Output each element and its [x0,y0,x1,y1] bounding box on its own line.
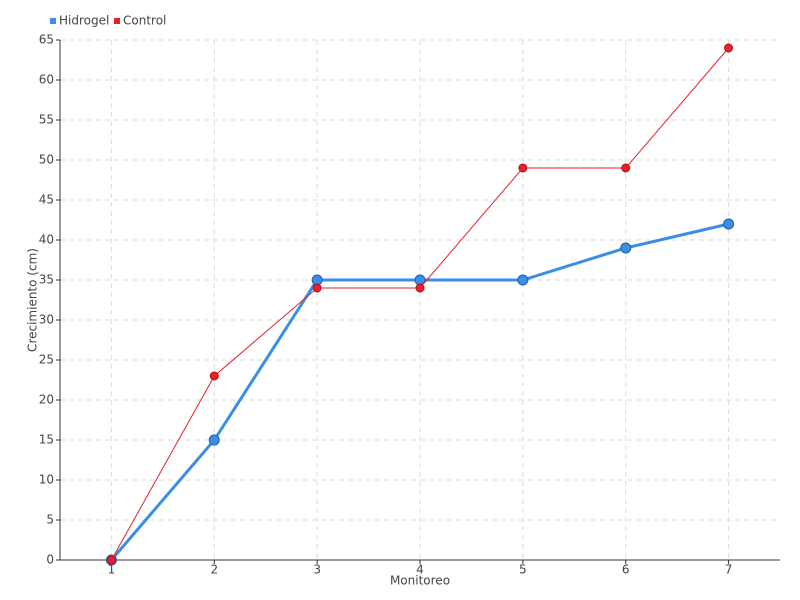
y-tick-label: 0 [46,553,54,567]
y-tick-label: 45 [39,193,54,207]
y-tick-label: 35 [39,273,54,287]
point [312,283,322,293]
x-axis-label: Monitoreo [390,574,450,588]
x-tick-label: 6 [622,563,630,577]
x-tick-label: 5 [519,563,527,577]
y-tick-label: 15 [39,433,54,447]
y-tick-label: 55 [39,113,54,127]
point [106,555,116,565]
point [723,218,735,230]
legend-label: Hidrogel [59,14,109,28]
point [621,163,631,173]
x-tick-label: 7 [725,563,733,577]
y-tick-label: 30 [39,313,54,327]
legend-swatch [50,18,56,24]
point [208,434,220,446]
point [415,283,425,293]
y-tick-label: 65 [39,33,54,47]
x-tick-label: 3 [313,563,321,577]
y-tick-label: 50 [39,153,54,167]
y-tick-label: 25 [39,353,54,367]
legend-swatch [114,18,120,24]
point [517,274,529,286]
y-tick-label: 5 [46,513,54,527]
x-tick-label: 4 [416,563,424,577]
x-tick-label: 1 [108,563,116,577]
y-tick-label: 10 [39,473,54,487]
y-tick-label: 60 [39,73,54,87]
point [620,242,632,254]
legend-label: Control [123,14,166,28]
x-tick-label: 2 [210,563,218,577]
y-axis-label: Crecimiento (cm) [26,248,40,352]
y-tick-label: 40 [39,233,54,247]
point [724,43,734,53]
y-tick-label: 20 [39,393,54,407]
point [518,163,528,173]
point [209,371,219,381]
